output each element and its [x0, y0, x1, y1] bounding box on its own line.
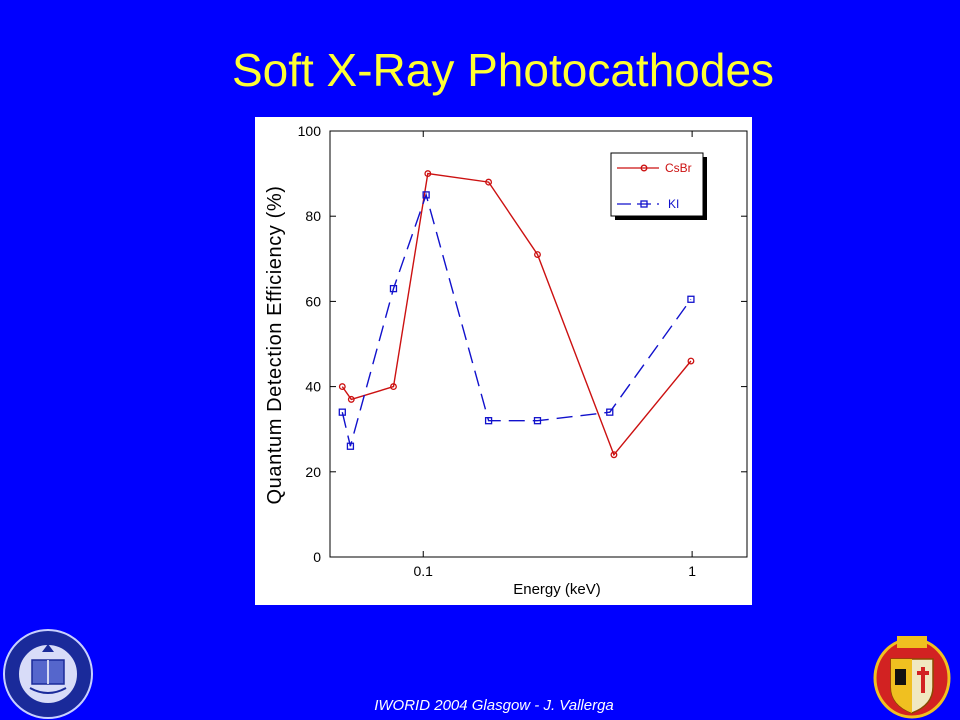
series-layer	[338, 170, 695, 459]
y-tick-label: 0	[313, 549, 321, 565]
data-point-csbr	[534, 251, 541, 258]
legend-label-csbr: CsBr	[665, 161, 692, 175]
y-tick-label: 20	[305, 464, 321, 480]
data-point-csbr	[347, 395, 355, 403]
slide-title: Soft X-Ray Photocathodes	[231, 44, 775, 96]
data-point-csbr	[610, 451, 618, 459]
university-seal-icon	[3, 629, 93, 719]
data-point-csbr	[485, 178, 493, 186]
data-point-csbr	[424, 170, 432, 178]
data-point-csbr	[390, 383, 397, 391]
axis-ticks: 0 20 40 60 80 100 0.1 1	[298, 123, 747, 579]
data-point-ki	[606, 408, 614, 416]
data-point-csbr	[338, 383, 346, 391]
legend-marker-ki	[640, 200, 648, 208]
legend-marker-csbr	[640, 164, 648, 172]
coat-of-arms-seal-icon	[873, 636, 951, 719]
chart: 0 20 40 60 80 100 0.1 1 Energy (keV) Quantum De…	[255, 117, 752, 605]
data-point-ki	[484, 417, 493, 425]
y-tick-label: 80	[305, 208, 321, 224]
x-axis-label: Energy (keV)	[513, 581, 601, 598]
y-tick-label: 100	[298, 123, 322, 139]
data-point-ki	[346, 442, 355, 450]
y-tick-label: 40	[305, 379, 321, 395]
series-line-ki	[341, 192, 692, 447]
plot-frame	[329, 130, 748, 558]
legend-box	[610, 152, 704, 217]
qde-line-chart: 0 20 40 60 80 100 0.1 1 Energy (keV) Quantum De…	[264, 123, 748, 598]
series-line-csbr	[341, 172, 692, 457]
footer-credit: IWORID 2004 Glasgow - J. Vallerga	[374, 697, 614, 714]
x-tick-label: 0.1	[414, 563, 434, 579]
y-tick-label: 60	[305, 293, 321, 309]
legend: CsBr KI	[610, 152, 707, 220]
data-point-ki	[422, 191, 430, 199]
y-axis-label: Quantum Detection Efficiency (%)	[264, 186, 286, 505]
data-point-csbr	[687, 357, 695, 365]
x-tick-label: 1	[688, 563, 696, 579]
data-point-ki	[687, 295, 695, 303]
data-point-ki	[338, 408, 346, 416]
data-point-ki	[533, 417, 542, 425]
legend-label-ki: KI	[668, 197, 679, 211]
data-point-ki	[389, 284, 398, 293]
